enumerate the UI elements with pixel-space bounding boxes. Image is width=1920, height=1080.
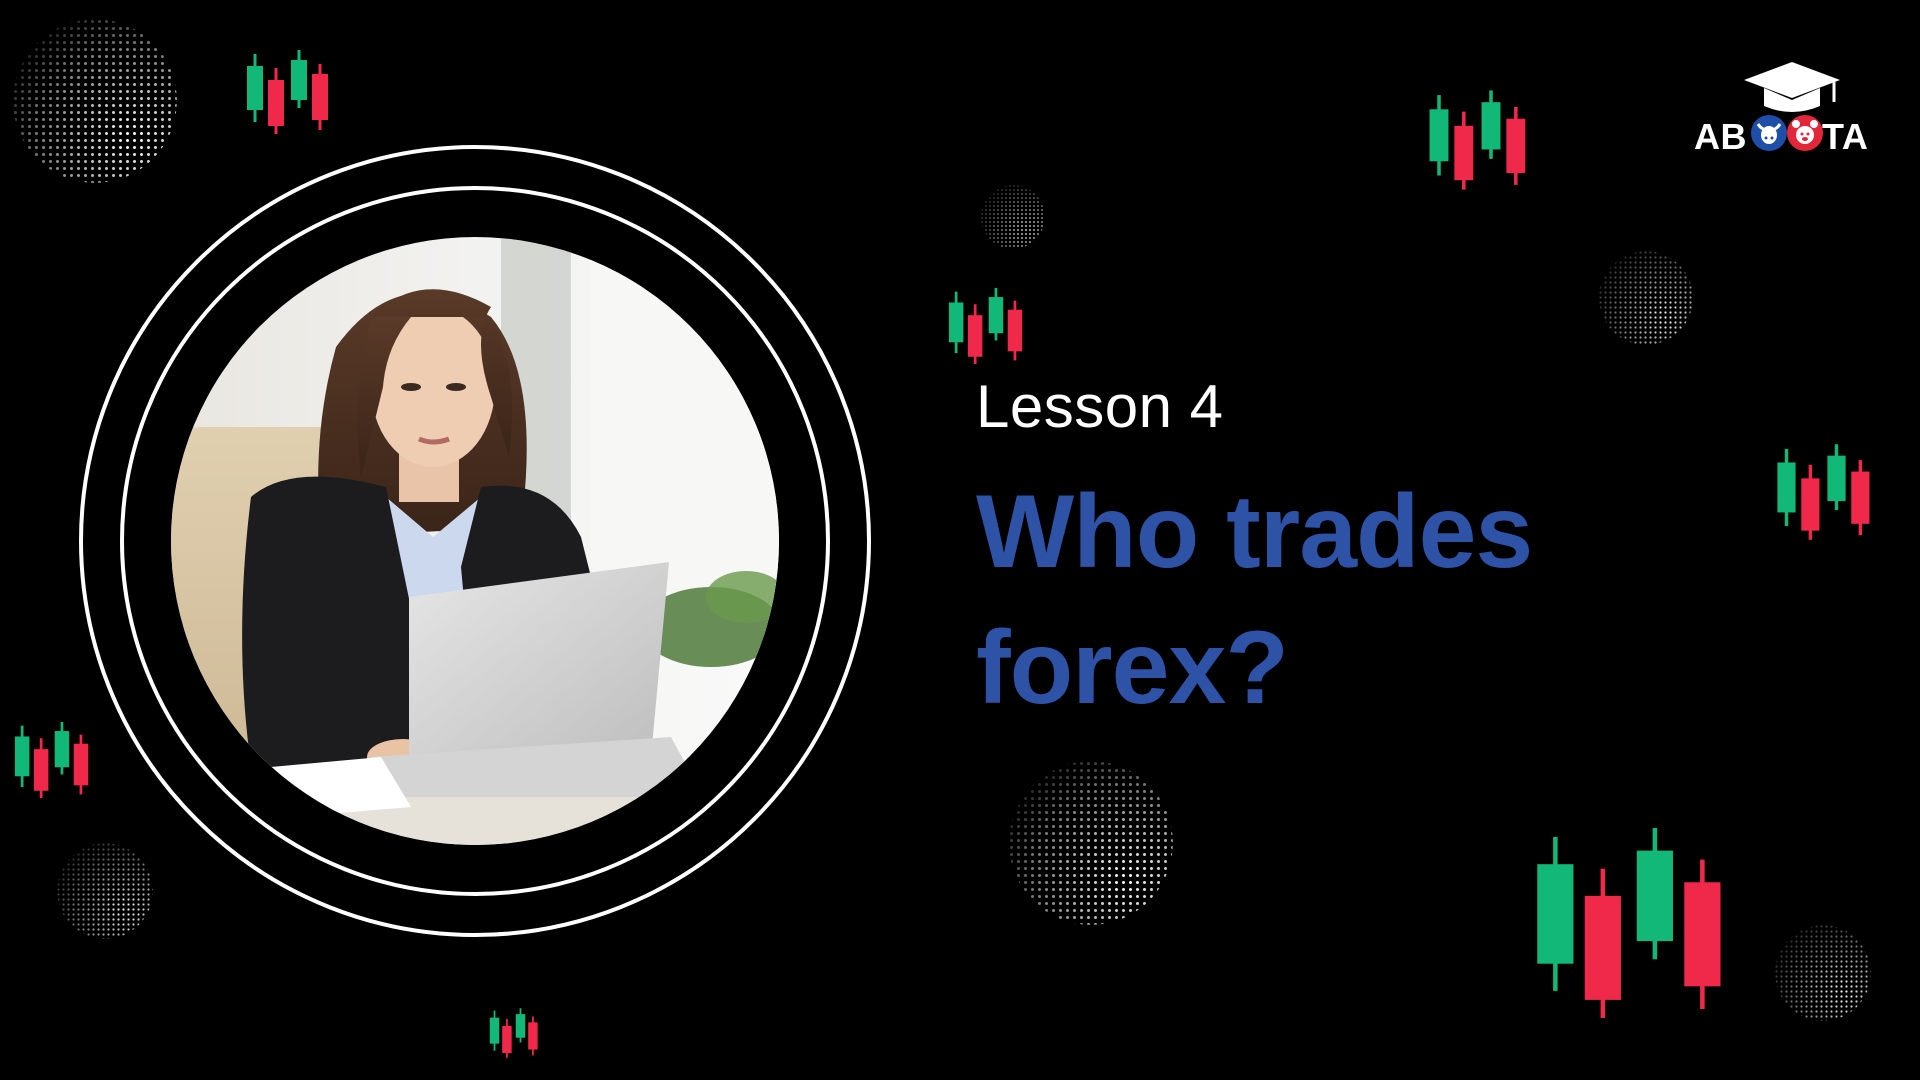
brand-logo: AB TA — [1690, 60, 1890, 160]
candlestick-chart-icon — [247, 50, 328, 134]
dotted-sphere-icon — [1775, 925, 1871, 1021]
dotted-sphere-icon — [1599, 251, 1693, 345]
candlestick-chart-icon — [948, 288, 1023, 364]
logo-text-right: TA — [1822, 116, 1869, 157]
slide-headline: Who trades forex? — [976, 464, 1676, 736]
candlestick-chart-icon — [489, 1008, 538, 1058]
dotted-sphere-icon — [57, 843, 153, 939]
candlestick-chart-icon — [1429, 90, 1526, 190]
dotted-sphere-icon — [981, 185, 1045, 249]
candlestick-chart-icon — [1777, 444, 1870, 540]
candlestick-chart-icon — [1537, 828, 1721, 1018]
headline-line-2: forex? — [976, 610, 1289, 726]
headline-line-1: Who trades — [976, 474, 1533, 590]
graduation-cap-icon — [1744, 62, 1840, 112]
photo-frame-rings — [79, 145, 871, 937]
bear-icon — [1787, 115, 1823, 151]
lesson-label: Lesson 4 — [976, 373, 1224, 440]
dotted-sphere-icon — [1009, 761, 1173, 925]
logo-text-left: AB — [1694, 116, 1747, 157]
businesswoman-illustration — [171, 237, 779, 845]
bull-icon — [1751, 115, 1787, 151]
candlestick-chart-icon — [14, 722, 89, 798]
dotted-sphere-icon — [13, 19, 177, 183]
businesswoman-photo — [171, 237, 779, 845]
